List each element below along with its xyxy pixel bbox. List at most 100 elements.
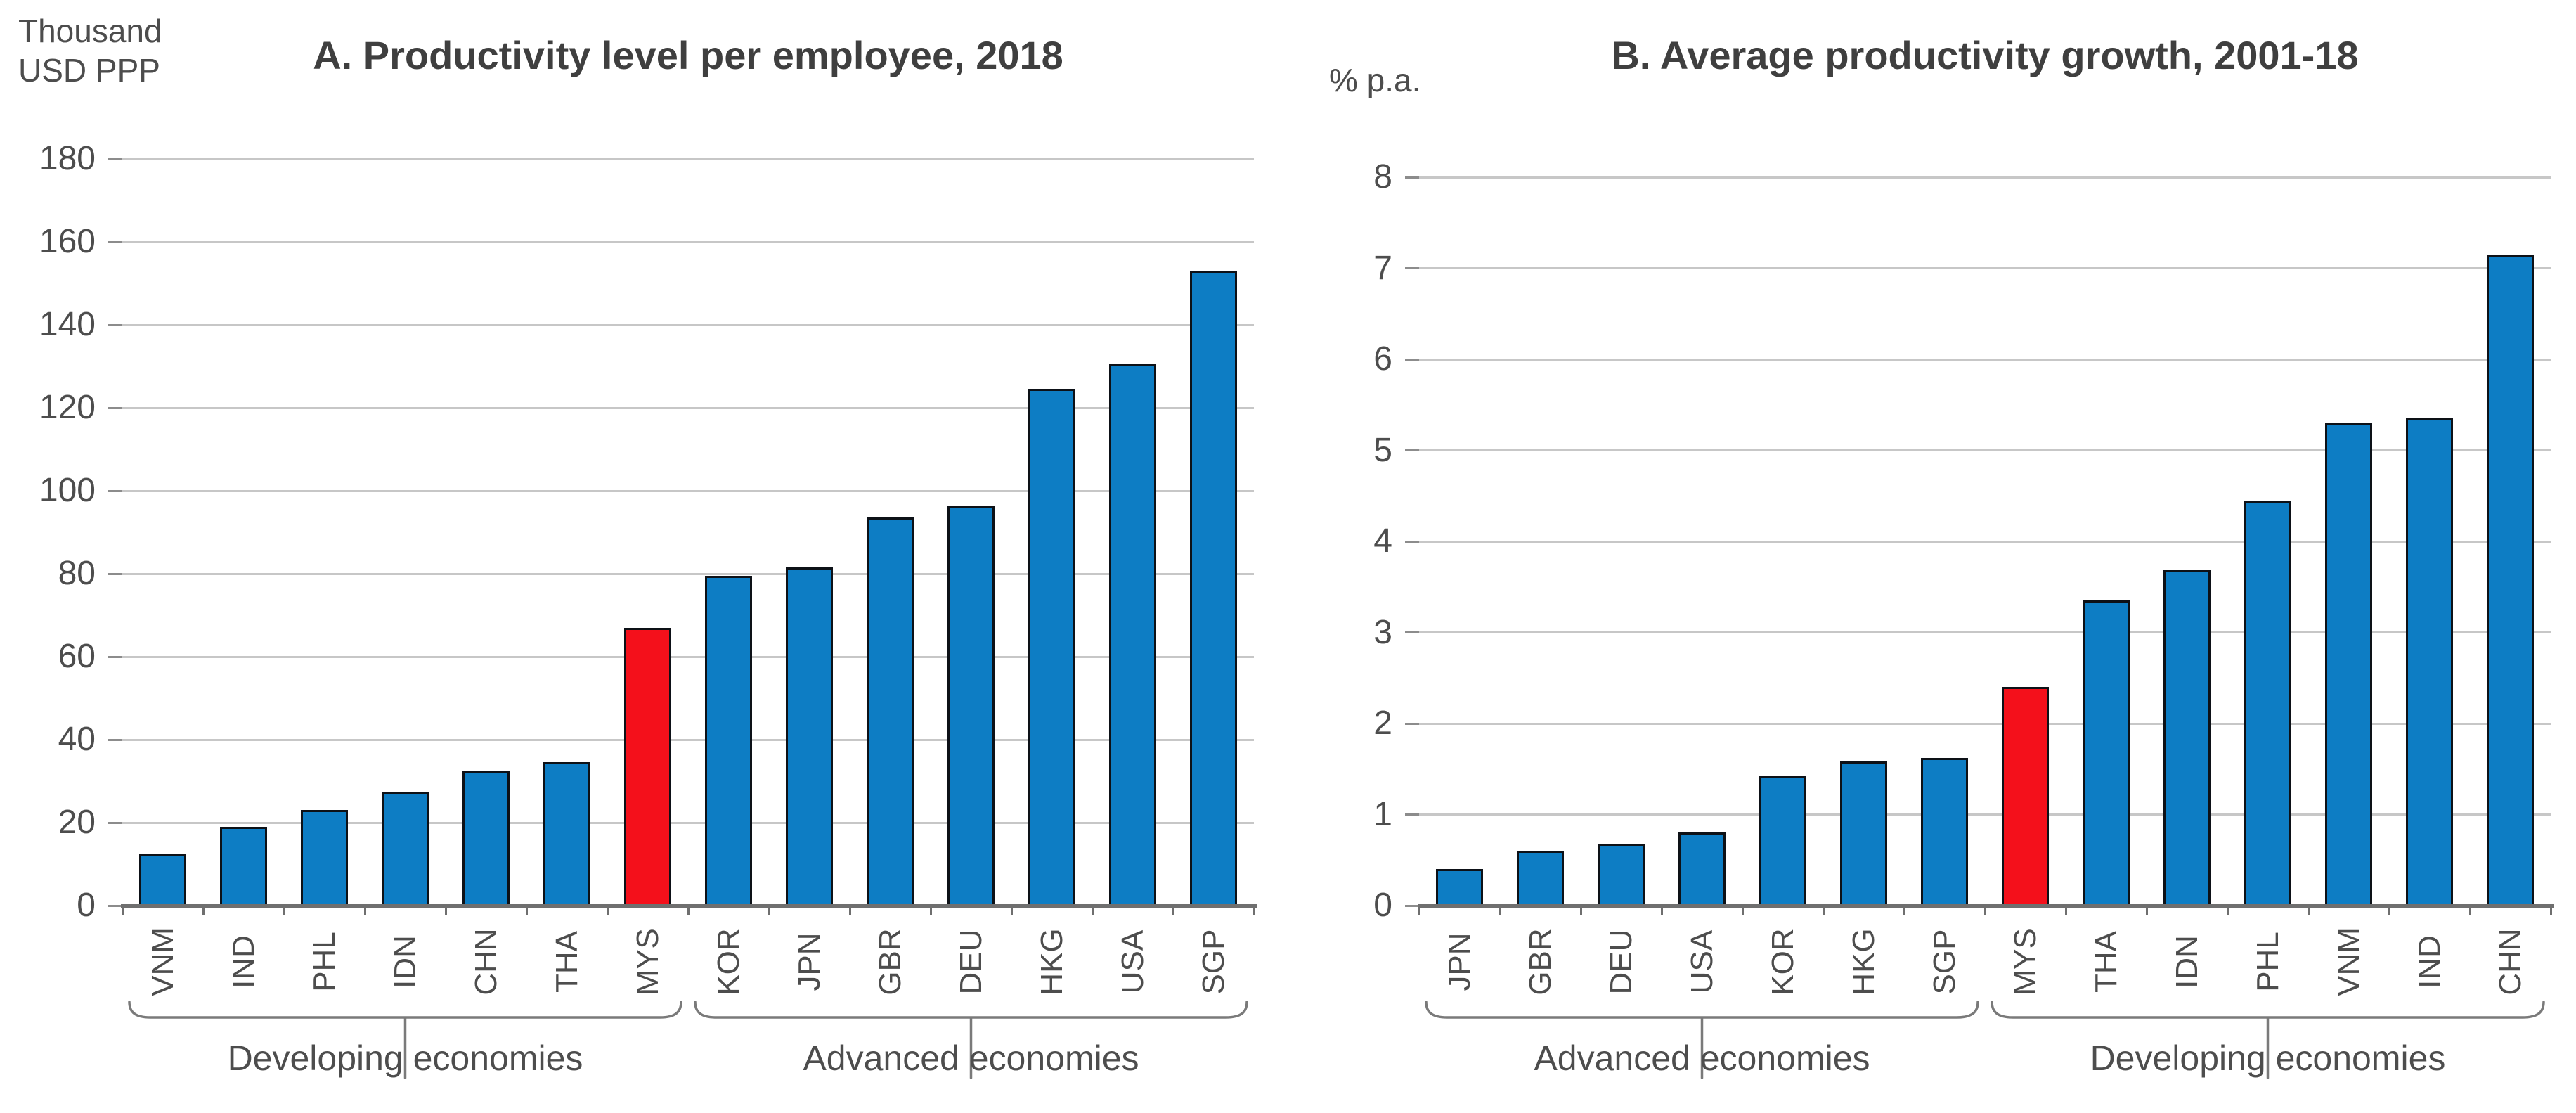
- bar-USA: [1678, 832, 1726, 906]
- x-axis-boundary-tick: [2226, 906, 2229, 915]
- bar-CHN: [462, 771, 510, 906]
- gridline-100: [122, 489, 1254, 492]
- group-brace-path: [1425, 1001, 1979, 1079]
- x-axis-boundary-tick: [1091, 906, 1094, 915]
- y-tick-label-0: 0: [1373, 887, 1392, 924]
- x-axis-boundary-tick: [1579, 906, 1582, 915]
- group-label-0: Advanced economies: [1534, 1038, 1870, 1078]
- y-tick-label-7: 7: [1373, 249, 1392, 287]
- x-axis-boundary-tick: [121, 906, 124, 915]
- y-axis-tick-8: [1405, 176, 1419, 179]
- x-tick-label-HKG: HKG: [1846, 928, 1881, 996]
- x-tick-label-CHN: CHN: [2492, 928, 2528, 996]
- bar-THA: [543, 762, 590, 906]
- x-axis-boundary-tick: [1983, 906, 1986, 915]
- group-label-1: Developing economies: [2090, 1038, 2446, 1078]
- x-tick-label-VNM: VNM: [2331, 927, 2366, 996]
- y-axis-tick-120: [108, 406, 122, 409]
- group-brace-0: [128, 1001, 682, 1079]
- x-axis-boundary-tick: [444, 906, 447, 915]
- x-tick-label-IDN: IDN: [387, 935, 422, 989]
- x-axis-boundary-tick: [606, 906, 609, 915]
- x-tick-label-DEU: DEU: [953, 929, 988, 995]
- x-tick-label-PHL: PHL: [2250, 932, 2285, 992]
- bar-PHL: [2244, 501, 2291, 906]
- panel-productivity-level: Thousand USD PPP A. Productivity level p…: [18, 13, 1257, 1079]
- x-axis-boundary-tick: [1253, 906, 1255, 915]
- gridline-120: [122, 406, 1254, 409]
- bar-IDN: [2163, 570, 2211, 906]
- y-tick-label-60: 60: [58, 638, 96, 675]
- y-tick-label-4: 4: [1373, 522, 1392, 560]
- bar-GBR: [867, 517, 914, 906]
- x-tick-label-IND: IND: [226, 935, 261, 989]
- x-tick-label-THA: THA: [549, 931, 584, 993]
- bar-SGP: [1921, 758, 1968, 906]
- x-tick-label-DEU: DEU: [1603, 929, 1638, 995]
- gridline-4: [1419, 540, 2551, 543]
- gridline-160: [122, 240, 1254, 243]
- group-brace-1: [1991, 1001, 2545, 1079]
- y-tick-label-3: 3: [1373, 613, 1392, 651]
- x-tick-label-CHN: CHN: [468, 928, 503, 996]
- x-tick-label-MYS: MYS: [630, 928, 665, 996]
- bar-VNM: [2325, 423, 2372, 906]
- y-axis-tick-100: [108, 489, 122, 492]
- x-axis-boundary-tick: [1660, 906, 1663, 915]
- x-axis-boundary-tick: [202, 906, 205, 915]
- gridline-6: [1419, 358, 2551, 361]
- y-axis-tick-6: [1405, 358, 1419, 361]
- x-tick-label-USA: USA: [1684, 929, 1719, 994]
- bar-SGP: [1190, 271, 1237, 906]
- y-tick-label-140: 140: [39, 306, 96, 343]
- y-axis-tick-140: [108, 323, 122, 326]
- y-tick-label-180: 180: [39, 140, 96, 177]
- y-tick-label-2: 2: [1373, 705, 1392, 742]
- y-axis-tick-60: [108, 655, 122, 658]
- bar-HKG: [1840, 761, 1887, 906]
- x-tick-label-GBR: GBR: [872, 928, 907, 996]
- x-axis-boundary-tick: [283, 906, 285, 915]
- gridline-40: [122, 738, 1254, 741]
- x-axis-boundary-tick: [1741, 906, 1744, 915]
- group-brace-0: [1425, 1001, 1979, 1079]
- group-label-0: Developing economies: [227, 1038, 583, 1078]
- group-brace-path: [128, 1001, 682, 1079]
- gridline-60: [122, 655, 1254, 658]
- group-label-1: Advanced economies: [803, 1038, 1139, 1078]
- x-tick-label-IDN: IDN: [2169, 935, 2204, 989]
- x-axis-boundary-tick: [2064, 906, 2067, 915]
- x-tick-label-KOR: KOR: [1765, 928, 1800, 996]
- y-tick-label-1: 1: [1373, 795, 1392, 833]
- bar-KOR: [705, 576, 752, 906]
- group-brace-path: [1991, 1001, 2545, 1079]
- y-axis-tick-40: [108, 738, 122, 741]
- bar-VNM: [139, 854, 186, 906]
- gridline-7: [1419, 267, 2551, 269]
- bar-IND: [220, 827, 267, 906]
- y-axis-tick-0: [108, 904, 122, 907]
- y-axis-tick-160: [108, 240, 122, 243]
- gridline-5: [1419, 449, 2551, 451]
- x-axis-boundary-tick: [687, 906, 690, 915]
- x-axis-boundary-tick: [1903, 906, 1905, 915]
- x-axis-boundary-tick: [848, 906, 851, 915]
- x-axis-boundary-tick: [2145, 906, 2148, 915]
- y-tick-label-20: 20: [58, 804, 96, 841]
- gridline-3: [1419, 631, 2551, 633]
- x-tick-label-MYS: MYS: [2007, 928, 2043, 996]
- bar-USA: [1109, 364, 1156, 906]
- x-tick-label-GBR: GBR: [1522, 928, 1558, 996]
- x-axis-boundary-tick: [1172, 906, 1174, 915]
- x-axis-boundary-tick: [1499, 906, 1501, 915]
- x-axis-boundary-tick: [1418, 906, 1420, 915]
- x-axis-boundary-tick: [2307, 906, 2310, 915]
- y-tick-label-5: 5: [1373, 431, 1392, 469]
- bar-GBR: [1517, 851, 1564, 906]
- group-brace-1: [694, 1001, 1248, 1079]
- y-axis-tick-80: [108, 572, 122, 575]
- y-axis-unit-line-1: % p.a.: [1329, 62, 1421, 98]
- bar-PHL: [301, 810, 348, 906]
- y-axis-tick-7: [1405, 267, 1419, 269]
- y-axis-tick-0: [1405, 904, 1419, 907]
